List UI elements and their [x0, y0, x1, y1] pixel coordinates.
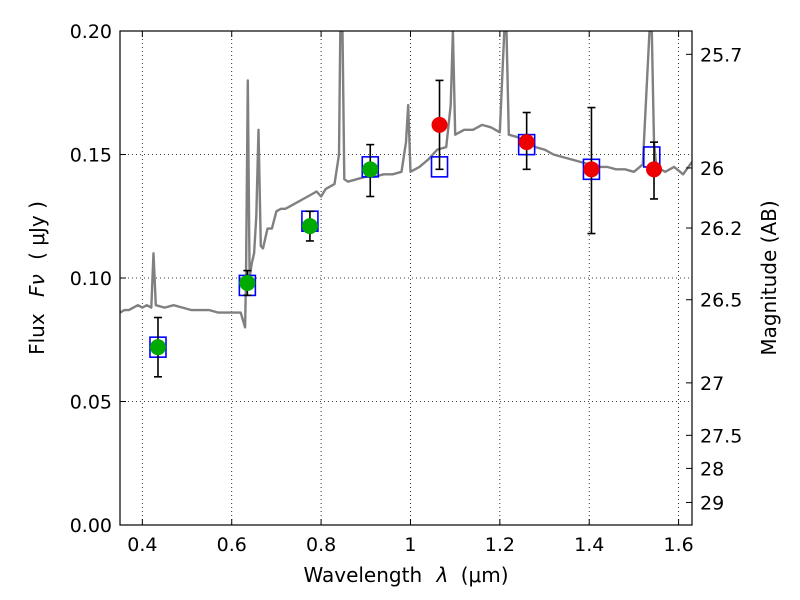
y2-tick-label: 28	[700, 458, 724, 480]
observed-flux-point	[431, 116, 448, 133]
observed-flux-point	[149, 339, 166, 356]
observed-flux-point	[239, 274, 256, 291]
grid	[120, 31, 692, 525]
y-tick-label: 0.10	[70, 268, 112, 290]
y-tick-label: 0.15	[70, 145, 112, 167]
x-axis-label-unit: (μm)	[461, 563, 509, 587]
y2-tick-label: 27	[700, 373, 724, 395]
y-tick-label: 0.05	[70, 392, 112, 414]
y2-tick-label: 26.5	[700, 290, 742, 312]
y-axis-label-symbol: Fν	[25, 274, 49, 297]
x-tick-label: 0.6	[217, 534, 247, 556]
y2-tick-label: 26.2	[700, 218, 742, 240]
y2-tick-label: 26	[700, 158, 724, 180]
observed-flux-point	[362, 161, 379, 178]
y2-axis-label: Magnitude (AB)	[757, 200, 781, 355]
plot-background	[120, 31, 692, 525]
markers	[149, 79, 663, 378]
observed-flux-point	[301, 218, 318, 235]
observed-flux-point	[518, 134, 535, 151]
y2-tick-label: 29	[700, 492, 724, 514]
x-tick-label: 1	[404, 534, 416, 556]
x-tick-label: 1.4	[574, 534, 604, 556]
y2-tick-label: 25.7	[700, 44, 742, 66]
y2-tick-label: 27.5	[700, 425, 742, 447]
y-axis-label-text: Flux	[25, 313, 49, 355]
ticks: 0.4 0.6 0.8 1 1.2 1.4 1.6 0.00 0.05 0.10 0.15 0.20 2…	[70, 21, 743, 556]
y-axis-label: Flux Fν ( μJy )	[25, 201, 49, 355]
x-axis-label-text: Wavelength	[303, 563, 422, 587]
plot-area	[120, 31, 692, 329]
y-tick-label: 0.00	[70, 515, 112, 537]
x-tick-label: 0.4	[127, 534, 157, 556]
x-tick-label: 1.2	[485, 534, 515, 556]
y-axis-label-unit: ( μJy )	[25, 201, 49, 260]
x-axis-label-symbol: λ	[436, 563, 449, 587]
x-tick-label: 0.8	[306, 534, 336, 556]
x-tick-label: 1.6	[663, 534, 693, 556]
x-axis-label: Wavelength λ (μm)	[303, 563, 508, 587]
model-spectrum-line	[120, 31, 692, 329]
observed-flux-point	[583, 161, 600, 178]
y-tick-label: 0.20	[70, 21, 112, 43]
observed-flux-point	[646, 161, 663, 178]
